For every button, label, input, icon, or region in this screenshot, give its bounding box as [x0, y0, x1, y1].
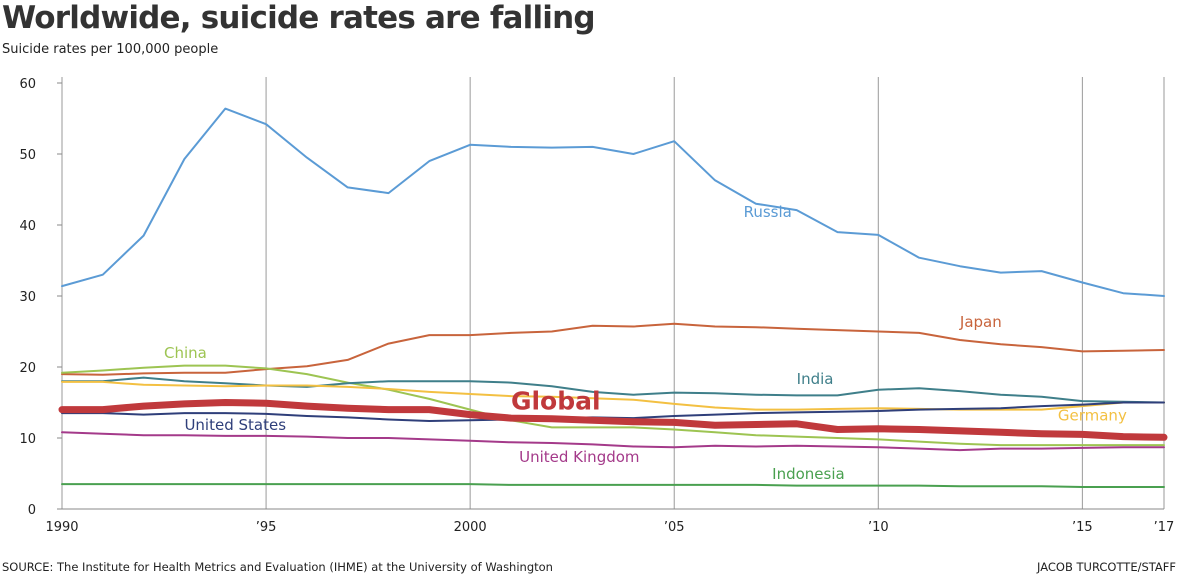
y-tick-label: 20	[19, 361, 36, 376]
series-line-russia	[61, 107, 1165, 297]
x-tick-label: ’95	[256, 520, 277, 535]
series-label-united-kingdom: United Kingdom	[519, 448, 639, 466]
series-line-united-kingdom	[61, 431, 1165, 452]
x-tick-label: ’10	[868, 520, 889, 535]
x-tick-label: ’17	[1154, 520, 1175, 535]
y-tick-label: 0	[28, 503, 36, 518]
x-tick-label: 1990	[45, 520, 78, 535]
series-line-india	[61, 376, 1165, 404]
y-tick-label: 40	[19, 219, 36, 234]
series-line-germany	[61, 380, 1165, 411]
series-label-china: China	[164, 344, 207, 362]
y-axis: 0 10 20 30 40 50 60	[19, 77, 62, 518]
grid-layer	[61, 77, 1165, 510]
series-label-indonesia: Indonesia	[772, 465, 845, 483]
y-tick-label: 50	[19, 148, 36, 163]
series-line-japan	[61, 322, 1165, 376]
series-label-global: Global	[511, 387, 601, 416]
x-axis: 1990 ’95 2000 ’05 ’10 ’15 ’17	[45, 520, 1174, 535]
series-labels: Russia Japan China India Global Germany United…	[164, 203, 1127, 483]
series-label-india: India	[797, 370, 834, 388]
credit-line: JACOB TURCOTTE/STAFF	[1037, 560, 1176, 574]
series-label-russia: Russia	[744, 203, 792, 221]
x-tick-label: 2000	[454, 520, 487, 535]
chart-subtitle: Suicide rates per 100,000 people	[2, 42, 219, 57]
series-label-united-states: United States	[184, 416, 286, 434]
x-tick-label: ’05	[664, 520, 685, 535]
series-line-china	[61, 364, 1165, 447]
source-note: SOURCE: The Institute for Health Metrics…	[2, 560, 553, 574]
series-label-germany: Germany	[1058, 406, 1127, 424]
y-tick-label: 10	[19, 432, 36, 447]
y-tick-label: 60	[19, 77, 36, 92]
series-line-global	[58, 399, 1168, 441]
series-line-indonesia	[61, 483, 1165, 488]
series-label-japan: Japan	[959, 313, 1002, 331]
x-tick-label: ’15	[1072, 520, 1093, 535]
chart-title: Worldwide, suicide rates are falling	[2, 0, 596, 36]
y-tick-label: 30	[19, 290, 36, 305]
series-layer	[58, 107, 1168, 488]
